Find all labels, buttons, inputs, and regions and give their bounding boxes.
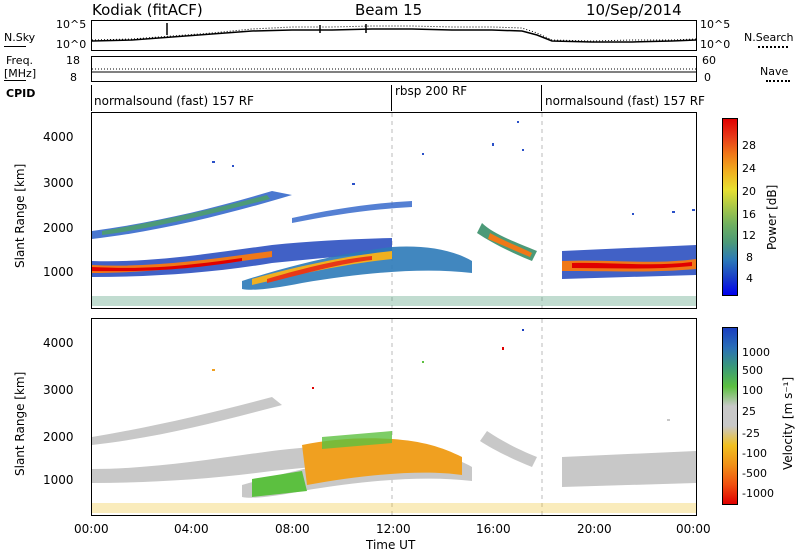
power-colorbar xyxy=(722,118,738,296)
nsky-panel xyxy=(91,20,697,51)
power-cbar-tick: 28 xyxy=(742,139,756,152)
station-title: Kodiak (fitACF) xyxy=(92,1,203,19)
cpid-divider xyxy=(391,85,392,111)
power-band-post-core xyxy=(488,233,532,257)
power-band-lower-hot xyxy=(267,256,372,283)
velocity-ground-scatter xyxy=(92,503,696,513)
nave-label: Nave xyxy=(760,65,789,78)
power-cbar-tick: 12 xyxy=(742,229,756,242)
power-band-main-core xyxy=(92,251,272,273)
nsearch-tick-bottom: 10^0 xyxy=(700,38,731,51)
x-tick: 04:00 xyxy=(174,522,209,536)
velocity-colorbar xyxy=(722,327,738,505)
velocity-sparse-dots xyxy=(212,329,670,421)
freq-panel xyxy=(91,56,697,82)
nsearch-tick-top: 10^5 xyxy=(700,18,731,31)
velocity-band-lower-orange xyxy=(302,438,462,485)
power-ytick: 4000 xyxy=(43,130,74,144)
velocity-cbar-tick: -25 xyxy=(742,427,760,440)
freq-legend-line xyxy=(4,80,26,81)
velocity-cbar-tick: -500 xyxy=(742,467,767,480)
nave-legend-line xyxy=(766,80,790,82)
velocity-ytick: 2000 xyxy=(43,430,74,444)
freq-tick-top: 18 xyxy=(66,54,80,67)
velocity-ytick: 4000 xyxy=(43,336,74,350)
velocity-ytick: 1000 xyxy=(43,473,74,487)
power-plot-area xyxy=(91,112,697,309)
nsearch-label: N.Search xyxy=(744,31,794,44)
velocity-cbar-tick: -100 xyxy=(742,447,767,460)
power-cbar-tick: 8 xyxy=(746,251,753,264)
velocity-band-lower-green2 xyxy=(322,431,392,449)
freq-unit: [MHz] xyxy=(4,67,37,80)
power-ytick: 2000 xyxy=(43,221,74,235)
x-tick: 00:00 xyxy=(676,522,711,536)
cpid-segment-2: rbsp 200 RF xyxy=(395,84,468,98)
velocity-ytick: 3000 xyxy=(43,383,74,397)
nsky-tick-bottom: 10^0 xyxy=(56,38,87,51)
nave-tick-bottom: 0 xyxy=(704,71,711,84)
x-tick: 00:00 xyxy=(74,522,109,536)
date-title: 10/Sep/2014 xyxy=(586,1,682,19)
x-tick: 16:00 xyxy=(476,522,511,536)
nsky-label: N.Sky xyxy=(4,31,36,44)
freq-label: Freq. xyxy=(6,54,34,67)
power-ylabel: Slant Range [km] xyxy=(13,163,27,268)
cpid-segment-3: normalsound (fast) 157 RF xyxy=(545,94,705,108)
velocity-band-lower-green xyxy=(252,471,307,497)
power-cbar-tick: 20 xyxy=(742,185,756,198)
nsky-line xyxy=(92,28,696,43)
power-cbar-tick: 4 xyxy=(746,272,753,285)
velocity-cbar-tick: 1000 xyxy=(742,346,770,359)
power-cbar-label: Power [dB] xyxy=(765,184,779,250)
power-cbar-tick: 16 xyxy=(742,208,756,221)
velocity-band-post xyxy=(480,431,537,467)
velocity-cbar-tick: 100 xyxy=(742,384,763,397)
velocity-plot-area xyxy=(91,318,697,516)
power-band-lower xyxy=(242,246,472,290)
velocity-cbar-tick: 500 xyxy=(742,364,763,377)
x-tick: 12:00 xyxy=(376,522,411,536)
x-axis-label: Time UT xyxy=(366,538,416,552)
power-sparse-dots xyxy=(212,121,695,215)
beam-title: Beam 15 xyxy=(355,1,423,19)
nsky-tick-top: 10^5 xyxy=(56,18,87,31)
power-band-high xyxy=(292,201,412,223)
cpid-divider xyxy=(91,85,92,111)
power-cbar-tick: 24 xyxy=(742,162,756,175)
velocity-band-evening xyxy=(562,451,696,487)
power-ground-scatter xyxy=(92,296,696,306)
power-ytick: 3000 xyxy=(43,176,74,190)
cpid-label: CPID xyxy=(6,87,36,100)
x-tick: 20:00 xyxy=(577,522,612,536)
power-band-upper-core xyxy=(102,195,270,235)
nave-tick-top: 60 xyxy=(702,54,716,67)
cpid-divider xyxy=(541,85,542,111)
velocity-cbar-tick: -1000 xyxy=(742,487,774,500)
freq-tick-bottom: 8 xyxy=(70,71,77,84)
velocity-band-upper xyxy=(92,397,282,445)
power-ytick: 1000 xyxy=(43,265,74,279)
x-tick: 08:00 xyxy=(275,522,310,536)
nsky-legend-line xyxy=(4,46,26,47)
velocity-cbar-tick: 25 xyxy=(742,405,756,418)
velocity-ylabel: Slant Range [km] xyxy=(13,371,27,476)
power-band-main-hot xyxy=(92,258,242,272)
cpid-track: normalsound (fast) 157 RF rbsp 200 RF no… xyxy=(91,84,705,111)
nsearch-legend-line xyxy=(758,46,788,48)
power-band-evening-hot xyxy=(572,262,692,269)
velocity-cbar-label: Velocity [m s⁻¹] xyxy=(781,376,795,470)
cpid-segment-1: normalsound (fast) 157 RF xyxy=(94,94,254,108)
